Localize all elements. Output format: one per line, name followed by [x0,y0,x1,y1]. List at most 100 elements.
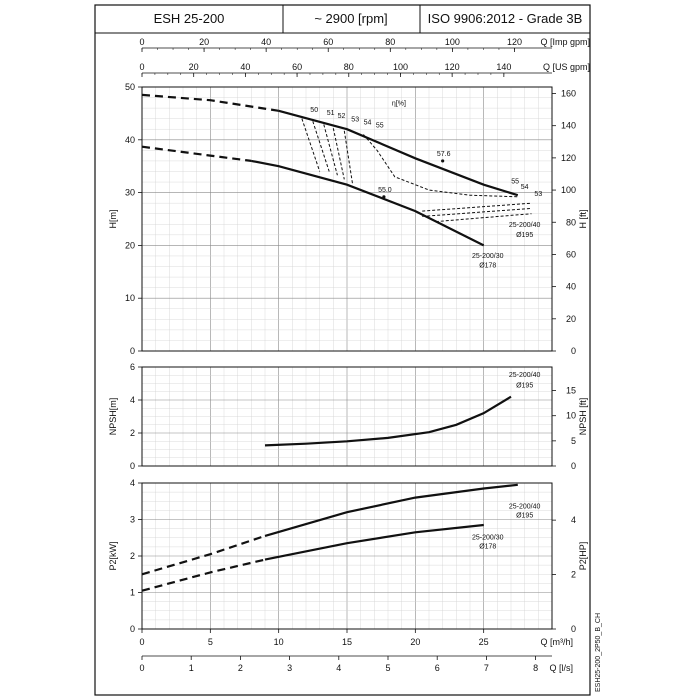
head-ytick-label: 20 [125,240,135,250]
x-tick-label: 20 [410,637,420,647]
head-ytick-label: 40 [125,135,135,145]
top-axis-label: Q [Imp gpm] [540,37,590,47]
top-axis-tick-label: 120 [445,62,460,72]
top-axis-tick-label: 0 [139,62,144,72]
header-standard: ISO 9906:2012 - Grade 3B [428,11,583,26]
npsh-ytick-label: 4 [130,395,135,405]
power-ytick-label: 1 [130,588,135,598]
efficiency-line [312,121,330,172]
head-ytick-right-label: 0 [571,346,576,356]
power-series-label: 25-200/30 [472,535,504,542]
efficiency-label: 54 [364,119,372,126]
top-axis-tick-label: 40 [261,37,271,47]
efficiency-line-right [422,207,532,217]
npsh-ylabel: NPSH[m] [108,398,118,436]
efficiency-label: 51 [327,110,335,117]
head-ytick-right-label: 80 [566,217,576,227]
npsh-ytick-label: 6 [130,362,135,372]
efficiency-label: 52 [338,113,346,120]
efficiency-unit-label: η[%] [392,100,406,107]
npsh-ytick-right-label: 0 [571,461,576,471]
x-tick-label: 15 [342,637,352,647]
npsh-ytick-label: 0 [130,461,135,471]
power-ytick-label: 0 [130,624,135,634]
x-axis-2-label: Q [l/s] [549,663,573,673]
npsh-ytick-right-label: 15 [566,386,576,396]
x-tick-label: 0 [139,637,144,647]
efficiency-line [301,118,321,172]
x2-tick-label: 3 [287,663,292,673]
best-efficiency-label: 55.0 [378,187,392,194]
head-ytick-right-label: 100 [561,185,576,195]
head-ytick-right-label: 60 [566,249,576,259]
top-axis-tick-label: 120 [507,37,522,47]
efficiency-line [343,130,353,184]
x2-tick-label: 7 [484,663,489,673]
npsh-ylabel-right: NPSH [ft] [578,398,588,436]
head-series-label-2: Ø178 [479,263,496,270]
power-series-label-2: Ø195 [516,512,533,519]
head-series-dashed [141,93,279,112]
npsh-ytick-right-label: 10 [566,411,576,421]
best-efficiency-point [382,195,386,199]
header-speed: ~ 2900 [rpm] [314,11,387,26]
head-ylabel: H[m] [108,210,118,229]
x2-tick-label: 4 [336,663,341,673]
power-ytick-label: 3 [130,515,135,525]
power-series-dashed [141,534,266,576]
npsh-series-label: 25-200/40 [509,372,541,379]
power-series [264,523,484,561]
head-frame [141,86,553,352]
x-tick-label: 10 [274,637,284,647]
npsh-series [264,395,512,447]
head-ytick-right-label: 140 [561,121,576,131]
efficiency-right-label: 54 [521,184,529,191]
top-axis-tick-label: 80 [385,37,395,47]
head-series-label: 25-200/30 [472,253,504,260]
top-axis-tick-label: 140 [496,62,511,72]
efficiency-label: 50 [310,107,318,114]
power-ytick-right-label: 2 [571,570,576,580]
head-ytick-label: 0 [130,346,135,356]
side-code: ESH25-200_2P50_B_CH [595,613,602,692]
top-axis-tick-label: 20 [189,62,199,72]
head-ylabel-right: H [ft] [578,209,588,228]
power-series-label-2: Ø178 [479,544,496,551]
efficiency-label: 55 [376,123,384,130]
x2-tick-label: 2 [238,663,243,673]
head-series-dashed [141,145,252,162]
power-ylabel-right: P2[HP] [578,542,588,571]
top-axis-tick-label: 80 [344,62,354,72]
power-ytick-label: 4 [130,478,135,488]
best-efficiency-point [441,159,445,163]
head-ytick-label: 10 [125,293,135,303]
efficiency-line-right [435,213,532,223]
power-series-dashed [141,558,266,592]
top-axis-tick-label: 100 [393,62,408,72]
npsh-series-label-2: Ø195 [516,383,533,390]
top-axis-tick-label: 60 [323,37,333,47]
x2-tick-label: 5 [385,663,390,673]
efficiency-label: 53 [351,116,359,123]
head-series-label-2: Ø195 [516,232,533,239]
head-ytick-right-label: 160 [561,89,576,99]
x-tick-label: 5 [208,637,213,647]
head-ytick-right-label: 20 [566,314,576,324]
efficiency-right-label: 53 [534,191,542,198]
head-series [251,159,485,247]
npsh-ytick-label: 2 [130,428,135,438]
x-tick-label: 25 [479,637,489,647]
efficiency-line [332,128,345,180]
x2-tick-label: 8 [533,663,538,673]
top-axis-tick-label: 0 [139,37,144,47]
header-model: ESH 25-200 [154,11,225,26]
head-series [278,109,519,197]
head-ytick-right-label: 40 [566,282,576,292]
head-ytick-label: 30 [125,188,135,198]
head-ytick-right-label: 120 [561,153,576,163]
efficiency-line [323,124,338,176]
power-ytick-right-label: 4 [571,515,576,525]
top-axis-tick-label: 60 [292,62,302,72]
power-series-label: 25-200/40 [509,504,541,511]
